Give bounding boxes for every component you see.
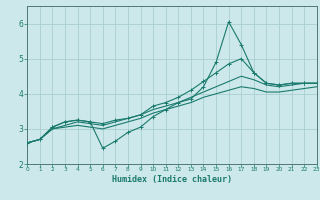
- X-axis label: Humidex (Indice chaleur): Humidex (Indice chaleur): [112, 175, 232, 184]
